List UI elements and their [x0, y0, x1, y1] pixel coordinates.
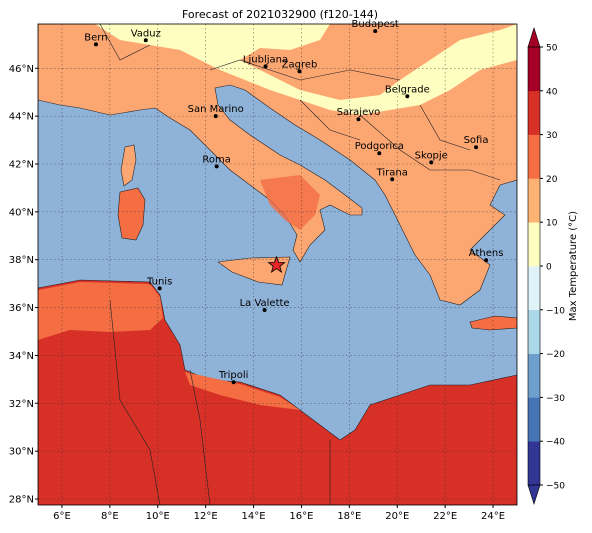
colorbar-swatch	[528, 222, 540, 267]
city-dot	[214, 164, 219, 169]
colorbar-swatch	[528, 47, 540, 92]
lon-tick-label: 14°E	[242, 511, 266, 522]
city-dot	[231, 380, 236, 385]
city-dot	[297, 69, 302, 74]
star-marker	[267, 255, 286, 274]
city-label: Tunis	[146, 276, 172, 287]
lat-tick-label: 34°N	[9, 351, 34, 362]
tunisia-warm	[38, 282, 163, 340]
colorbar-tick-label: 50	[546, 44, 558, 54]
lon-tick-label: 16°E	[289, 511, 313, 522]
city-label: Vaduz	[131, 28, 161, 39]
city-label: Ljubljana	[243, 54, 288, 65]
city-dot	[405, 94, 410, 99]
city-label: Belgrade	[385, 84, 430, 95]
lon-tick-label: 18°E	[337, 511, 361, 522]
colorbar-swatch	[528, 353, 540, 398]
city-label: Podgorica	[355, 141, 404, 152]
colorbar-label: Max Temperature (°C)	[568, 211, 579, 321]
colorbar-tick-label: −20	[546, 350, 565, 360]
city-label: San Marino	[188, 104, 244, 115]
colorbar-swatch	[528, 397, 540, 442]
city-dot	[373, 29, 378, 34]
country-borders	[99, 24, 501, 505]
city-dot	[390, 177, 395, 182]
title: Forecast of 2021032900 (f120-144)	[182, 8, 378, 21]
colorbar-tick-label: −50	[546, 482, 565, 492]
colorbar-tick-label: −10	[546, 306, 565, 316]
lon-tick-label: 10°E	[146, 511, 170, 522]
colorbar-tick-label: 10	[546, 219, 558, 229]
lon-tick-label: 12°E	[194, 511, 218, 522]
city-label: Tirana	[376, 167, 408, 178]
city-label: Bern	[84, 32, 107, 43]
colorbar-tick-label: −40	[546, 438, 565, 448]
city-label: Skopje	[415, 150, 448, 161]
colorbar-extend-bottom	[527, 484, 541, 505]
colorbar-swatch	[528, 134, 540, 179]
city-dot	[143, 38, 148, 43]
colorbar-tick-label: 0	[546, 263, 552, 273]
city-label: Sofia	[464, 135, 489, 146]
map-frame	[37, 23, 518, 506]
city-dot	[213, 114, 218, 119]
lat-tick-label: 44°N	[9, 112, 34, 123]
city-label: Roma	[202, 154, 231, 165]
colorbar-tick-label: −30	[546, 394, 565, 404]
grid: 6°E 8°E 10°E 12°E 14°E 16°E 18°E 20°E 22°E 24°E 28…	[9, 24, 517, 522]
city-dot	[262, 307, 267, 312]
colorbar-tick-label: 30	[546, 131, 558, 141]
city-dot	[93, 42, 98, 47]
lon-tick-label: 22°E	[433, 511, 457, 522]
lat-tick-label: 38°N	[9, 255, 34, 266]
city-dot	[157, 286, 162, 291]
colorbar-swatch	[528, 178, 540, 223]
city-label: Budapest	[352, 19, 399, 30]
lon-tick-label: 8°E	[101, 511, 119, 522]
lat-tick-label: 42°N	[9, 159, 34, 170]
city-dot	[429, 160, 434, 165]
colorbar-swatch	[528, 90, 540, 135]
alps-cool	[95, 24, 517, 115]
lat-tick-label: 40°N	[9, 207, 34, 218]
lat-tick-label: 46°N	[9, 64, 34, 75]
lon-tick-label: 20°E	[385, 511, 409, 522]
colorbar-swatch	[528, 266, 540, 311]
colorbar-tick-label: 20	[546, 175, 558, 185]
city-label: Sarajevo	[337, 107, 381, 118]
city-label: La Valette	[240, 298, 290, 309]
city-dot	[474, 145, 479, 150]
colorbar-swatch	[528, 309, 540, 354]
corsica	[120, 144, 137, 187]
crete	[469, 315, 517, 331]
sardinia	[117, 187, 146, 241]
lon-tick-label: 24°E	[481, 511, 505, 522]
colorbar-extend-top	[527, 27, 541, 48]
colorbar-tick-label: 40	[546, 87, 558, 97]
city-label: Zagreb	[282, 59, 318, 70]
city-label: Tripoli	[218, 370, 249, 381]
city-dot	[377, 151, 382, 156]
lat-tick-label: 32°N	[9, 399, 34, 410]
city-dot	[356, 117, 361, 122]
city-label: Athens	[469, 248, 504, 259]
coast-warm	[185, 372, 300, 410]
lat-tick-label: 36°N	[9, 303, 34, 314]
lon-tick-label: 6°E	[53, 511, 71, 522]
lat-tick-label: 30°N	[9, 447, 34, 458]
italy-warm	[260, 175, 320, 230]
colorbar: −50 −40 −30 −20 −10 0 10 20 30 40 50	[527, 27, 565, 505]
colorbar-swatch	[528, 441, 540, 486]
lat-tick-label: 28°N	[9, 495, 34, 506]
city-dot	[484, 258, 489, 263]
city-dot	[263, 64, 268, 69]
